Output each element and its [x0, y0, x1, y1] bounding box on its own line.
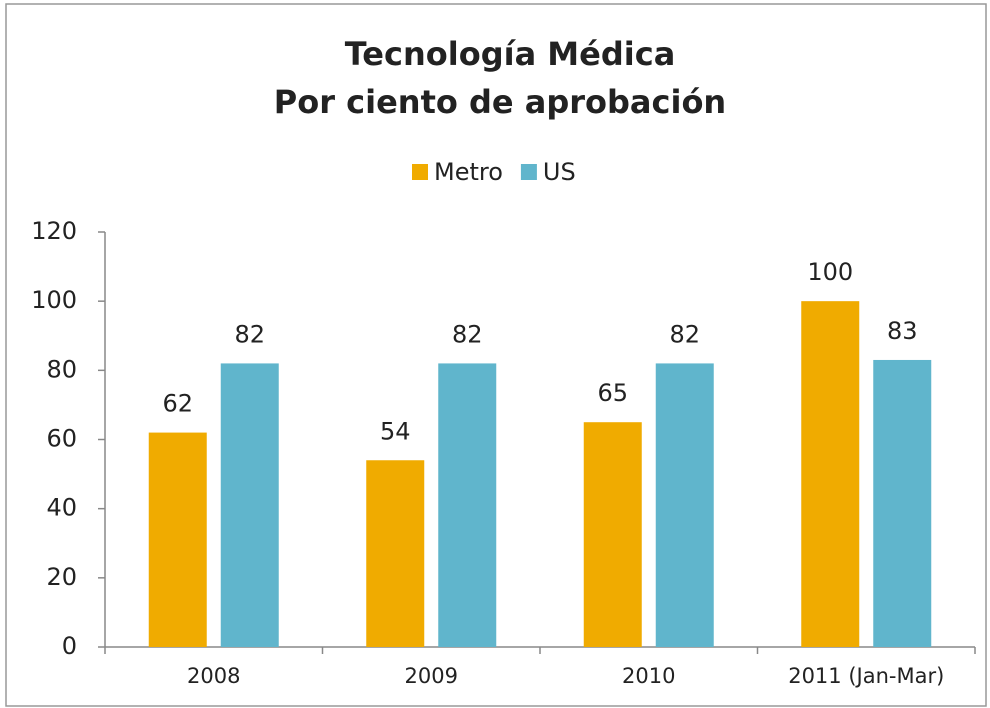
y-tick-label: 60	[46, 425, 77, 453]
y-tick-label: 80	[46, 355, 77, 383]
x-tick-label: 2010	[622, 664, 675, 688]
legend-swatch	[412, 164, 428, 180]
legend-swatch	[520, 164, 537, 180]
chart-title: Por ciento de aprobación	[274, 83, 726, 121]
bar	[801, 301, 860, 647]
legend-label: Metro	[434, 158, 503, 186]
y-tick-label: 100	[31, 286, 77, 314]
bar	[655, 363, 714, 647]
legend-label: US	[543, 158, 576, 186]
data-label: 82	[669, 320, 700, 348]
x-tick-label: 2011 (Jan-Mar)	[788, 664, 944, 688]
x-tick-label: 2009	[405, 664, 458, 688]
chart-title: Tecnología Médica	[345, 35, 676, 73]
y-tick-label: 20	[46, 563, 77, 591]
bar	[366, 460, 425, 647]
data-label: 65	[597, 379, 628, 407]
bar	[438, 363, 497, 647]
data-label: 82	[234, 320, 265, 348]
data-label: 54	[380, 417, 411, 445]
data-label: 82	[452, 320, 483, 348]
bar	[148, 432, 207, 647]
bar	[220, 363, 279, 647]
y-tick-label: 40	[46, 494, 77, 522]
y-tick-label: 120	[31, 217, 77, 245]
data-label: 100	[807, 258, 853, 286]
bar	[873, 359, 932, 647]
bar	[583, 422, 642, 647]
data-label: 62	[162, 390, 193, 418]
data-label: 83	[887, 317, 918, 345]
y-tick-label: 0	[62, 632, 77, 660]
x-tick-label: 2008	[187, 664, 240, 688]
